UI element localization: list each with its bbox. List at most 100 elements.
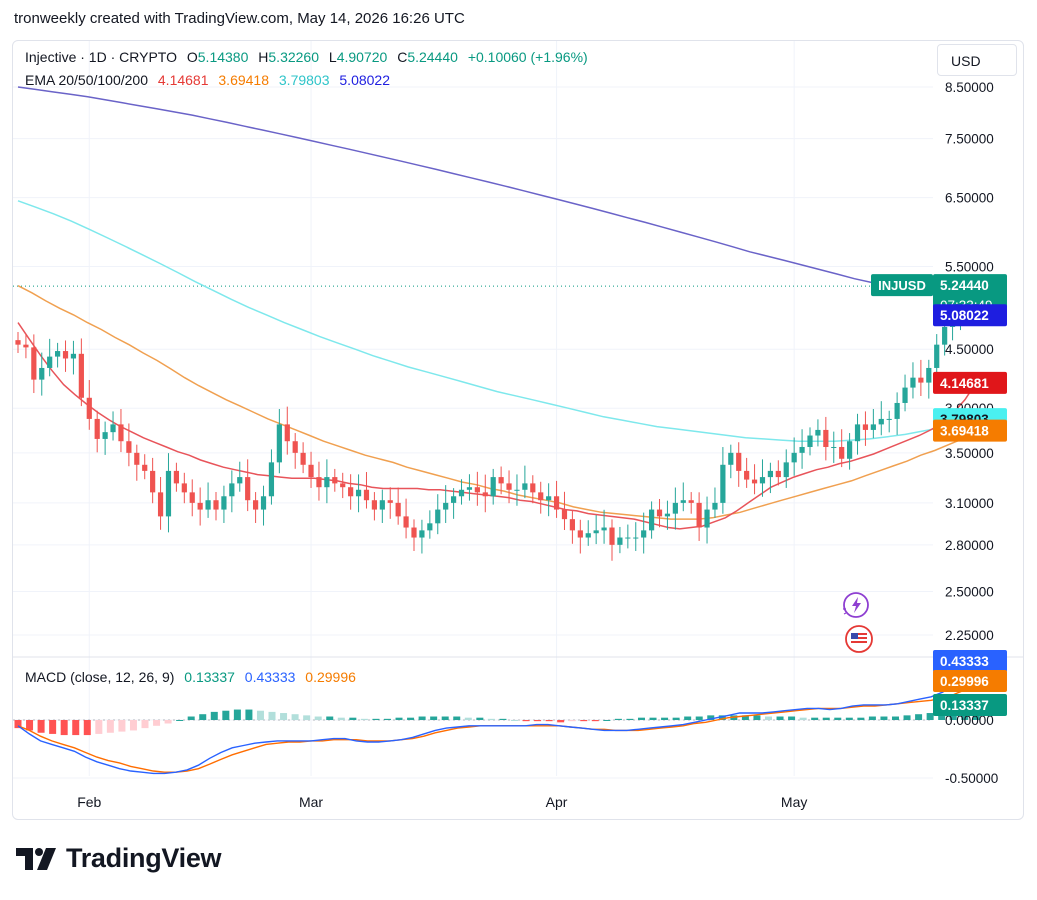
ema-badge: 5.08022: [933, 304, 1007, 327]
candle-body: [688, 500, 694, 503]
chart-canvas[interactable]: 8.500007.500006.500005.500004.500003.900…: [13, 41, 1024, 820]
candle: [39, 352, 45, 396]
candle-body: [902, 387, 908, 403]
candle-body: [728, 452, 734, 465]
candle-body: [118, 424, 124, 442]
macd-badge-value: 0.43333: [940, 654, 989, 669]
candle: [443, 485, 449, 523]
candle-body: [601, 527, 607, 531]
candle: [110, 411, 116, 441]
currency-button[interactable]: USD: [937, 44, 1017, 76]
macd-histogram-bar: [834, 717, 842, 720]
macd-histogram-bar: [153, 720, 161, 726]
candle-body: [854, 424, 861, 442]
macd-histogram-bar: [464, 717, 472, 720]
candle: [355, 474, 362, 513]
candle-body: [522, 483, 528, 490]
ema50-line: [17, 285, 977, 520]
candle: [47, 338, 53, 377]
event-icons[interactable]: [843, 592, 873, 653]
ema-label[interactable]: EMA 20/50/100/200: [25, 72, 148, 88]
candle-body: [324, 477, 330, 488]
candle: [150, 457, 156, 504]
candle-body: [791, 452, 797, 463]
candle-body: [767, 470, 773, 478]
candle-body: [458, 489, 465, 497]
candle: [15, 331, 21, 353]
candle: [688, 492, 694, 514]
candle-body: [926, 367, 932, 383]
macd-histogram-bar: [915, 714, 923, 720]
macd-histogram-bar: [476, 717, 484, 720]
candle-body: [387, 500, 393, 503]
candle-body: [173, 470, 179, 484]
macd-histogram-bar: [753, 715, 761, 720]
macd-histogram-bar: [233, 709, 241, 720]
candle: [767, 462, 773, 494]
candle: [86, 380, 92, 430]
candle-body: [39, 367, 45, 380]
macd-histogram-bar: [545, 720, 553, 722]
macd-histogram-bar: [418, 716, 426, 720]
symbol-label[interactable]: Injective · 1D · CRYPTO: [25, 49, 177, 65]
candle: [157, 476, 164, 530]
candle-body: [316, 477, 322, 488]
ema-legend: EMA 20/50/100/200 4.14681 3.69418 3.7980…: [25, 72, 390, 88]
candle: [878, 401, 884, 436]
candle-body: [775, 470, 781, 478]
macd-histogram-bar: [845, 717, 853, 720]
candle-body: [751, 479, 758, 484]
candle: [561, 491, 568, 531]
macd-tick-label: -0.50000: [945, 771, 998, 786]
candle: [736, 442, 742, 487]
macd-label[interactable]: MACD (close, 12, 26, 9): [25, 669, 175, 685]
price-tick-label: 4.50000: [945, 342, 994, 357]
macd-histogram-bar: [199, 714, 207, 720]
us-flag-icon[interactable]: [845, 625, 873, 653]
candle: [918, 359, 924, 397]
macd-histogram-bar: [868, 716, 876, 720]
candle-body: [348, 487, 354, 497]
lightning-icon[interactable]: [843, 592, 869, 618]
chart-frame[interactable]: 8.500007.500006.500005.500004.500003.900…: [12, 40, 1024, 820]
macd-histogram-bar: [360, 718, 368, 720]
candle: [902, 374, 908, 412]
candle-body: [466, 487, 473, 490]
candle: [680, 482, 686, 512]
candle: [498, 466, 504, 495]
candle-body: [831, 446, 837, 448]
candle-body: [553, 496, 560, 510]
tradingview-logo-icon: [16, 847, 56, 870]
macd-histogram-bar: [14, 720, 22, 729]
macd-histogram-bar: [788, 716, 796, 720]
macd-badge-bg: [933, 650, 1007, 672]
candle: [839, 429, 845, 468]
candle-body: [94, 418, 100, 439]
macd-histogram-bar: [799, 717, 807, 720]
candle-body: [451, 496, 457, 503]
candle: [823, 416, 829, 461]
candle: [910, 362, 916, 399]
candle: [585, 520, 591, 546]
time-tick-label: May: [781, 794, 807, 810]
candle-body: [823, 429, 829, 447]
ema20-value: 4.14681: [157, 72, 209, 88]
candle-body: [704, 509, 710, 528]
candle: [593, 514, 599, 545]
ema-badge: 3.69418: [933, 419, 1007, 442]
candle-body: [260, 496, 267, 510]
tradingview-logo[interactable]: TradingView: [16, 843, 222, 874]
candle: [253, 492, 259, 523]
candle: [403, 498, 409, 539]
ema200-line: [17, 86, 977, 300]
candle: [870, 409, 876, 439]
candle-body: [878, 418, 884, 425]
macd-histogram-bar: [72, 720, 80, 736]
low-value: 4.90720: [336, 49, 388, 65]
candle-body: [839, 446, 845, 459]
macd-badge-value: 0.29996: [940, 674, 989, 689]
candles: [15, 275, 979, 561]
macd-histogram-bar: [661, 717, 669, 720]
candle: [720, 447, 726, 514]
candle: [641, 512, 647, 554]
